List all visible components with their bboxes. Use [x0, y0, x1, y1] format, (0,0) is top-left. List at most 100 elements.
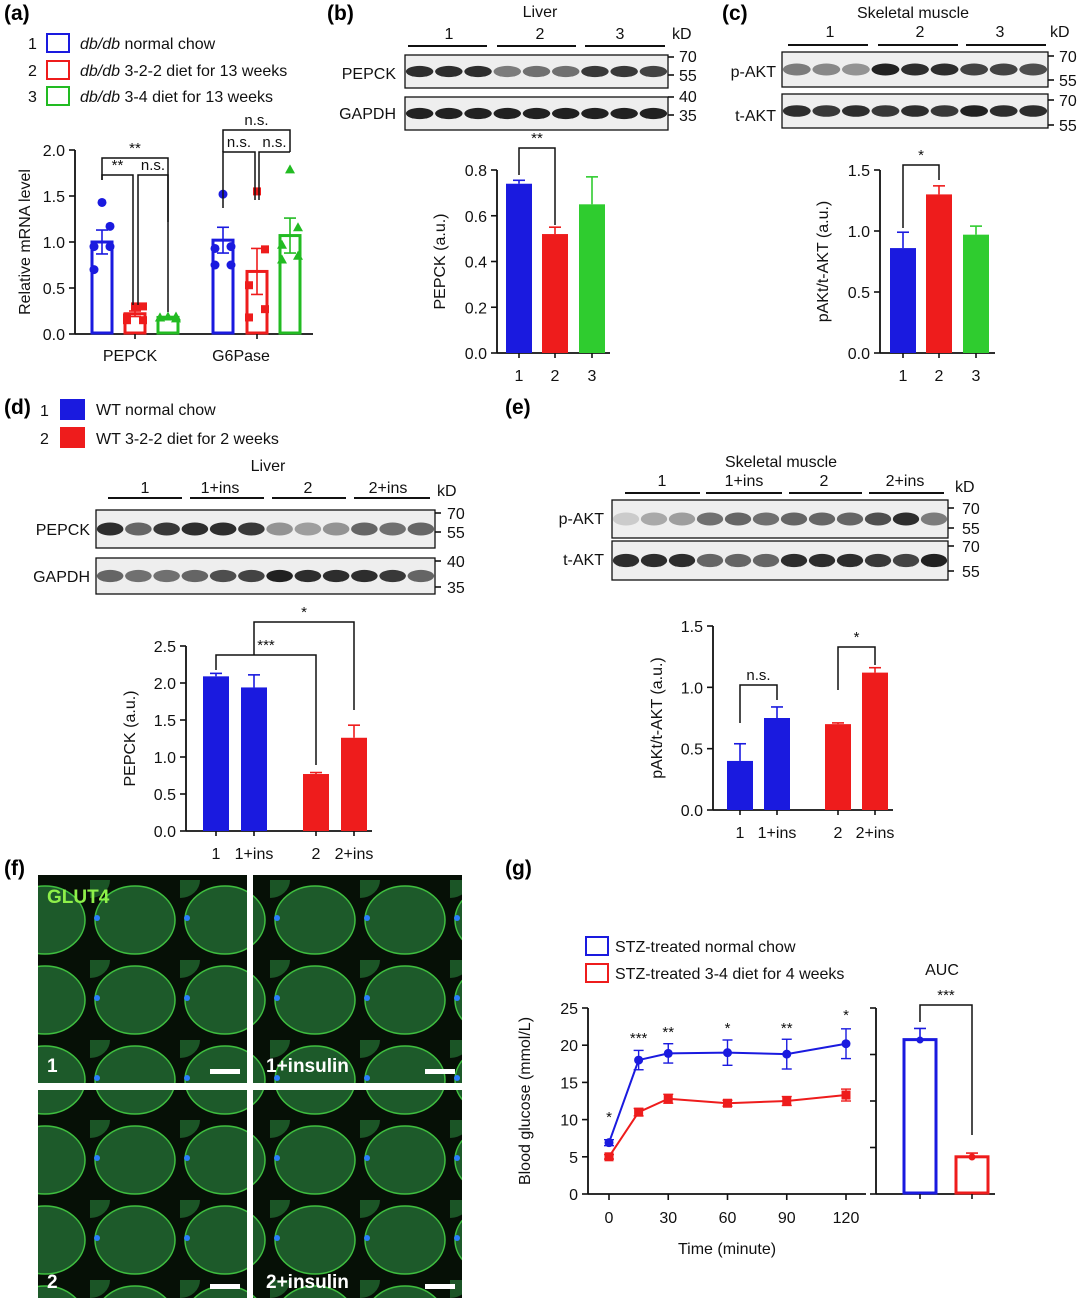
chart-e-y-axis-label: pAKt/t-AKT (a.u.) — [649, 657, 666, 779]
blot-band — [551, 107, 580, 120]
x-tick-label: 0 — [605, 1210, 614, 1227]
legend-label: db/db normal chow — [80, 36, 216, 53]
bar — [890, 248, 916, 353]
bar — [90, 240, 114, 335]
marker: 35 — [447, 580, 465, 597]
data-point — [663, 1094, 673, 1104]
blot-band — [266, 569, 293, 583]
chart-g-y-tick-label: 5 — [569, 1150, 578, 1167]
data-point — [139, 316, 147, 325]
blot-band — [464, 65, 492, 78]
blot-band — [96, 522, 124, 536]
chart-c-y-axis-label: pAKt/t-AKT (a.u.) — [815, 201, 832, 323]
blot-band — [405, 65, 434, 78]
blot-group: 1 — [826, 24, 835, 41]
x-tick-label: 1 — [899, 368, 908, 385]
blot-group: 1 — [658, 473, 667, 490]
chart-a-y-tick-label: 1.5 — [43, 189, 65, 206]
data-point — [171, 313, 181, 323]
blot-band — [351, 522, 378, 536]
blot-tissue: Skeletal muscle — [725, 454, 837, 471]
marker: 70 — [962, 501, 980, 518]
chart-b-y-tick-label: 0.8 — [465, 163, 487, 180]
significance-label: ** — [662, 1024, 674, 1041]
kd-label: kD — [1050, 24, 1070, 41]
bar — [211, 238, 235, 335]
data-point — [105, 221, 115, 231]
marker: 70 — [447, 506, 465, 523]
chart-a-y-tick-label: 0.5 — [43, 281, 65, 298]
chart-g-y-tick-label: 0 — [569, 1187, 578, 1204]
blot-band — [782, 63, 811, 76]
legend-label: STZ-treated normal chow — [615, 939, 796, 956]
blot-band — [812, 63, 841, 76]
blot-band — [960, 63, 989, 76]
significance-label: ** — [781, 1020, 793, 1037]
data-point — [253, 187, 261, 196]
chart-g-y-tick-label: 10 — [560, 1113, 578, 1130]
blot-band — [612, 512, 640, 526]
blot-row-label: t-AKT — [735, 108, 776, 125]
blot-group: 3 — [996, 24, 1005, 41]
data-point — [226, 242, 236, 252]
blot-band — [125, 569, 152, 583]
chart-b-y-axis-label: PEPCK (a.u.) — [432, 213, 449, 309]
significance-label: * — [725, 1020, 731, 1037]
significance-label: * — [606, 1109, 612, 1126]
panel-label-c: (c) — [722, 2, 748, 25]
chart-c-y-tick-label: 1.0 — [848, 224, 870, 241]
micrograph-tile — [253, 875, 462, 1083]
data-point — [285, 164, 295, 174]
blot-band — [522, 107, 551, 120]
blot-row-label: PEPCK — [342, 66, 397, 83]
x-tick-label: 1 — [736, 825, 745, 842]
chart-d-y-tick-label: 1.5 — [154, 713, 176, 730]
data-point — [841, 1039, 851, 1049]
x-tick-label: 2 — [834, 825, 843, 842]
x-tick-label: 2 — [312, 846, 321, 863]
chart-b-bracket — [518, 147, 556, 225]
marker: 55 — [447, 525, 465, 542]
x-tick-label: 3 — [972, 368, 981, 385]
legend-label: WT normal chow — [96, 402, 216, 419]
blot-band — [752, 553, 780, 568]
blot-band — [294, 569, 322, 583]
blot-band — [989, 105, 1018, 117]
legend-swatch-blue — [46, 33, 70, 53]
x-tick-label: 60 — [719, 1210, 737, 1227]
blot-band — [639, 65, 668, 78]
bar — [862, 672, 888, 810]
chart-d-bracket — [215, 654, 317, 765]
stain-label: GLUT4 — [47, 887, 110, 908]
legend-label: WT 3-2-2 diet for 2 weeks — [96, 431, 279, 448]
chart-a-y-tick-label: 0.0 — [43, 327, 65, 344]
blot-group: 2 — [916, 24, 925, 41]
chart-a-significance-label: n.s. — [227, 134, 251, 151]
marker: 40 — [447, 554, 465, 571]
legend-num: 2 — [40, 431, 49, 448]
data-point — [105, 242, 115, 252]
blot-band — [724, 553, 752, 568]
blot-band — [920, 512, 948, 526]
blot-band — [435, 65, 463, 78]
blot-band — [322, 569, 350, 583]
bar — [727, 760, 753, 810]
blot-strip-p-akt — [611, 499, 949, 539]
blot-e-labels: Skeletal muscle 1 1+ins 2 2+ins kD p-AKT… — [559, 454, 980, 581]
blot-band — [612, 553, 640, 568]
blot-band — [125, 522, 152, 536]
legend-num: 1 — [40, 403, 49, 420]
chart-d-significance-label: * — [301, 604, 307, 621]
blot-band — [841, 63, 870, 76]
blot-band — [892, 512, 920, 526]
scale-bar — [425, 1284, 455, 1289]
blot-group: 1 — [445, 26, 454, 43]
data-point — [723, 1098, 732, 1108]
blot-band — [920, 553, 948, 568]
chart-a-significance-label: n.s. — [244, 112, 268, 129]
chart-d-y-tick-label: 2.0 — [154, 676, 176, 693]
blot-row-label: PEPCK — [36, 522, 91, 539]
data-point — [163, 311, 173, 321]
blot-tissue: Liver — [523, 4, 558, 21]
blot-band — [209, 569, 237, 583]
